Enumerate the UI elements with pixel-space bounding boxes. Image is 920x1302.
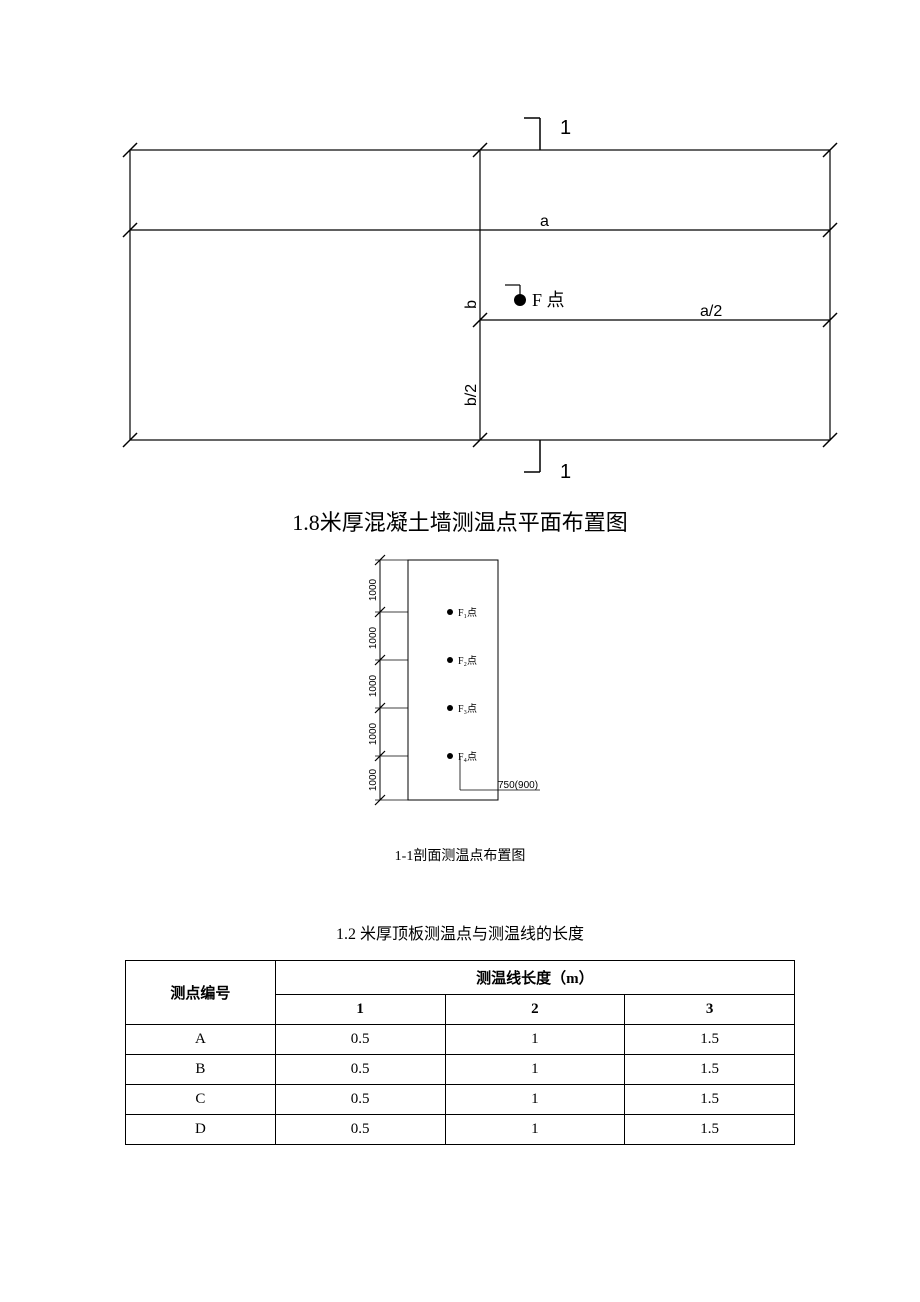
- table-row: C 0.5 1 1.5: [126, 1085, 795, 1115]
- subheader-2: 2: [445, 995, 625, 1025]
- row-val: 0.5: [275, 1055, 445, 1085]
- row-val: 1: [445, 1055, 625, 1085]
- col1-header: 测点编号: [126, 961, 276, 1025]
- length-table: 测点编号 测温线长度（m） 1 2 3 A 0.5 1 1.5 B: [125, 960, 795, 1145]
- table-header-row-1: 测点编号 测温线长度（m）: [126, 961, 795, 995]
- row-val: 0.5: [275, 1025, 445, 1055]
- section-bottom-dim: 750(900): [498, 780, 538, 791]
- table-row: B 0.5 1 1.5: [126, 1055, 795, 1085]
- row-val: 1: [445, 1115, 625, 1145]
- dim-a: a: [540, 213, 549, 230]
- row-val: 1.5: [625, 1085, 795, 1115]
- row-val: 0.5: [275, 1115, 445, 1145]
- section-point-3-label: F₃点: [458, 703, 477, 715]
- row-val: 1.5: [625, 1025, 795, 1055]
- row-id: D: [126, 1115, 276, 1145]
- subheader-1: 1: [275, 995, 445, 1025]
- section-dim-1: 1000: [368, 578, 379, 601]
- row-id: A: [126, 1025, 276, 1055]
- table-row: A 0.5 1 1.5: [126, 1025, 795, 1055]
- row-val: 1.5: [625, 1115, 795, 1145]
- section-dim-4: 1000: [368, 722, 379, 745]
- row-val: 1: [445, 1085, 625, 1115]
- section-dim-3: 1000: [368, 674, 379, 697]
- dim-b: b: [463, 300, 480, 309]
- section-point-4-label: F₄点: [458, 751, 477, 763]
- section-point-2-label: F₂点: [458, 655, 477, 667]
- plan-title: 1.8米厚混凝土墙测温点平面布置图: [0, 505, 920, 537]
- section-label-bottom: 1: [560, 461, 571, 483]
- row-id: B: [126, 1055, 276, 1085]
- subheader-3: 3: [625, 995, 795, 1025]
- section-diagram: 1000 1000 1000 1000 1000 F₁点 F₂点 F₃点 F₄点…: [0, 550, 920, 860]
- section-point-1-label: F₁点: [458, 607, 477, 619]
- row-val: 0.5: [275, 1085, 445, 1115]
- dim-a2: a/2: [700, 303, 722, 320]
- section-dim-2: 1000: [368, 626, 379, 649]
- group-header: 测温线长度（m）: [275, 961, 794, 995]
- fpoint-label: F 点: [532, 290, 565, 310]
- row-val: 1.5: [625, 1055, 795, 1085]
- dim-b2: b/2: [463, 384, 480, 406]
- table-row: D 0.5 1 1.5: [126, 1115, 795, 1145]
- section-label-top: 1: [560, 117, 571, 139]
- row-val: 1: [445, 1025, 625, 1055]
- page: 1 1 F 点 a a/2 b b/2 1.8米厚混凝土墙测温点平面布置图: [0, 0, 920, 1302]
- row-id: C: [126, 1085, 276, 1115]
- section-title: 1-1剖面测温点布置图: [0, 845, 920, 865]
- section-dim-5: 1000: [368, 768, 379, 791]
- plan-diagram: 1 1 F 点 a a/2 b b/2: [0, 0, 920, 500]
- table-title: 1.2 米厚顶板测温点与测温线的长度: [0, 920, 920, 944]
